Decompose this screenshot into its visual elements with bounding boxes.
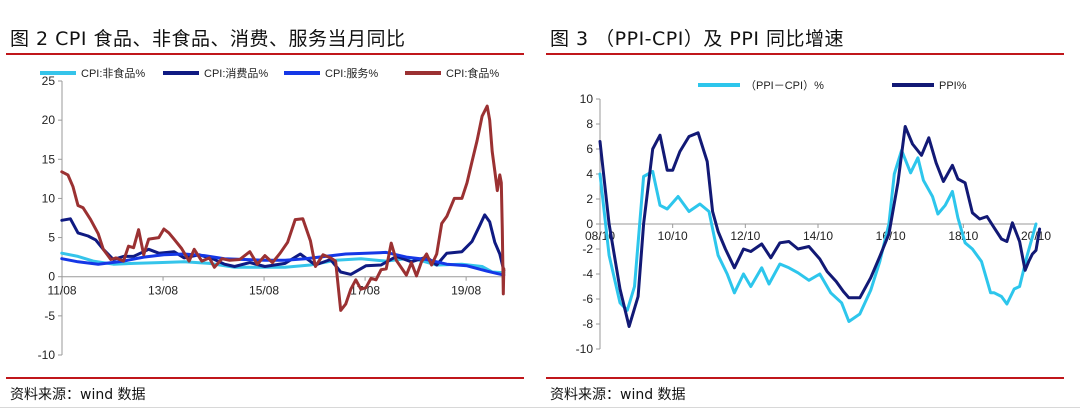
x-tick-label: 19/08 — [451, 284, 481, 298]
legend-label: CPI:消费品% — [204, 66, 268, 80]
x-tick-label: 15/08 — [249, 284, 279, 298]
figure-3-title: 图 3 （PPI-CPI）及 PPI 同比增速 — [550, 28, 844, 50]
right-figure-panel: 图 3 （PPI-CPI）及 PPI 同比增速 -10 -8 -6 -4 -2 0 2 4 6 8… — [540, 0, 1068, 419]
legend-label: CPI:服务% — [325, 67, 378, 80]
y-tick-label: -4 — [582, 267, 593, 281]
left-figure-panel: 图 2 CPI 食品、非食品、消费、服务当月同比 -10 -5 0 5 10 15 20 25… — [0, 0, 528, 419]
legend-label: CPI:食品% — [446, 66, 499, 80]
source-divider — [546, 377, 1064, 379]
y-tick-label: 15 — [42, 152, 56, 166]
y-tick-label: 6 — [586, 142, 593, 156]
y-tick-label: 10 — [42, 191, 56, 205]
y-tick-label: -2 — [582, 242, 593, 256]
y-tick-label: 4 — [586, 167, 593, 181]
x-tick-label: 10/10 — [658, 229, 688, 243]
legend-label: （PPI－CPI）% — [745, 79, 824, 92]
y-tick-label: 2 — [586, 192, 593, 206]
y-tick-label: 10 — [580, 92, 594, 106]
title-divider — [6, 53, 524, 55]
x-tick-label: 17/08 — [350, 284, 380, 298]
source-divider — [6, 377, 524, 379]
y-tick-label: -10 — [38, 348, 56, 362]
y-tick-label: 5 — [48, 231, 55, 245]
y-tick-label: 25 — [42, 74, 56, 88]
page-bottom-line — [0, 407, 1080, 408]
legend-label: PPI% — [939, 80, 967, 92]
x-tick-label: 14/10 — [803, 229, 833, 243]
y-tick-label: -6 — [582, 292, 593, 306]
title-divider — [546, 53, 1064, 55]
y-tick-label: -10 — [576, 342, 594, 356]
y-tick-label: 20 — [42, 113, 56, 127]
x-tick-label: 13/08 — [148, 284, 178, 298]
legend-label: CPI:非食品% — [81, 66, 145, 80]
series-line-1-0 — [598, 148, 1038, 323]
y-tick-label: 8 — [586, 117, 593, 131]
series-line-0-2 — [60, 250, 506, 277]
series-line-1-1 — [598, 125, 1042, 328]
x-tick-label: 16/10 — [876, 229, 906, 243]
y-tick-label: 0 — [48, 270, 55, 284]
figure-2-title: 图 2 CPI 食品、非食品、消费、服务当月同比 — [10, 28, 406, 50]
cpi-line-chart: -10 -5 0 5 10 15 20 25 11/08 13/08 15/08 17/08 19/08… — [38, 66, 506, 362]
x-tick-label: 12/10 — [730, 229, 760, 243]
x-tick-label: 11/08 — [47, 284, 76, 298]
figure-3-source: 资料来源：wind 数据 — [550, 387, 686, 403]
x-tick-label: 20/10 — [1021, 229, 1051, 243]
y-tick-label: 0 — [586, 217, 593, 231]
series-line-0-3 — [60, 104, 506, 312]
y-tick-label: -5 — [44, 309, 55, 323]
y-tick-label: -8 — [582, 317, 593, 331]
figure-2-source: 资料来源：wind 数据 — [10, 387, 146, 403]
